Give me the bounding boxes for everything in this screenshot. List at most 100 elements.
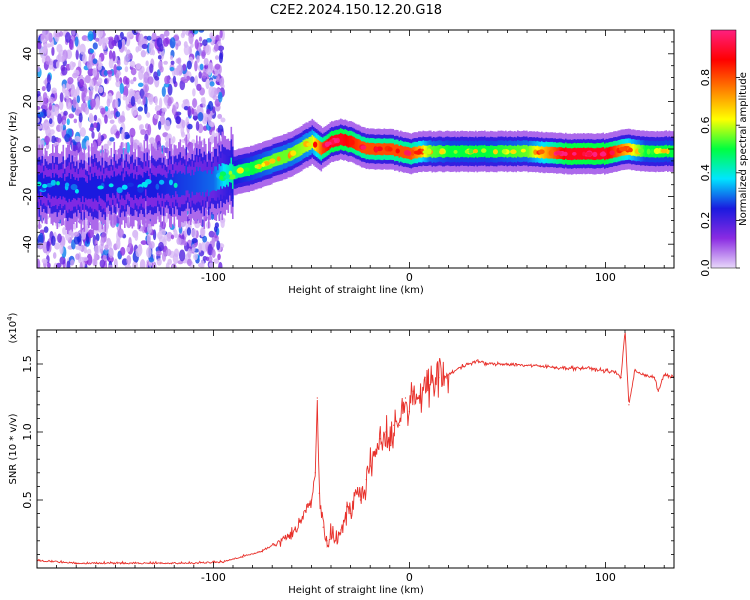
ridge-band-segment [55, 173, 57, 196]
noise-speckle [195, 120, 200, 131]
ridge-band-segment [91, 173, 93, 199]
snr-data-point [359, 499, 361, 501]
ridge-peak-blob [374, 146, 379, 153]
noise-speckle [213, 43, 219, 52]
noise-speckle [126, 255, 132, 266]
noise-speckle [56, 43, 63, 53]
ridge-peak-blob [572, 151, 577, 156]
noise-speckle [196, 83, 202, 91]
noise-speckle [202, 39, 208, 47]
ridge-band-segment [343, 134, 345, 147]
y-tick-label: 20 [21, 94, 34, 108]
ridge-band-segment [68, 172, 71, 199]
ridge-band-segment [458, 145, 461, 158]
ridge-band-segment [233, 166, 236, 180]
noise-speckle [188, 33, 194, 45]
noise-speckle [110, 125, 117, 134]
noise-speckle [214, 222, 219, 229]
ridge-peak-blob [269, 158, 276, 164]
noise-speckle [128, 53, 133, 60]
ridge-peak-blob [472, 148, 479, 154]
noise-speckle [164, 119, 171, 131]
noise-speckle [59, 256, 66, 265]
noise-speckle [46, 240, 50, 252]
colorbar-tick-label: 0.4 [699, 164, 712, 182]
noise-speckle [176, 237, 182, 245]
noise-speckle [68, 38, 74, 50]
y-tick-label: 1.0 [21, 423, 34, 441]
ridge-peak-blob [108, 183, 114, 188]
ridge-peak-blob [137, 186, 144, 193]
ridge-band-segment [497, 145, 500, 157]
x-tick-label: -100 [201, 571, 226, 584]
ridge-band-segment [178, 172, 180, 198]
noise-speckle [198, 30, 205, 33]
noise-speckle [165, 248, 172, 257]
ridge-band-segment [82, 177, 84, 197]
noise-speckle [78, 245, 83, 251]
noise-speckle [135, 63, 142, 70]
noise-speckle [75, 49, 79, 60]
noise-speckle [201, 49, 206, 60]
noise-speckle [104, 114, 108, 124]
ridge-band-segment [578, 147, 581, 160]
noise-speckle [197, 112, 204, 122]
ridge-band-segment [94, 172, 96, 199]
snr-y-ticks: 0.5 1.0 1.5 [21, 336, 674, 555]
noise-speckle [54, 242, 61, 250]
ridge-peak-blob [141, 181, 148, 187]
noise-speckle [42, 101, 48, 110]
ridge-band-segment [605, 147, 608, 160]
ridge-band-segment [157, 173, 159, 193]
ridge-band-segment [461, 145, 464, 157]
snr-data-point [628, 404, 630, 406]
snr-data-point [506, 363, 508, 365]
noise-speckle [208, 230, 215, 238]
noise-speckle [149, 241, 155, 249]
noise-speckle [214, 132, 220, 137]
noise-speckle [213, 258, 220, 264]
noise-speckle [218, 52, 223, 64]
noise-speckle [93, 252, 98, 263]
snr-data-point [310, 499, 312, 501]
ridge-band-segment [460, 145, 462, 158]
ridge-band-segment [298, 143, 300, 157]
noise-speckle [74, 36, 79, 47]
noise-speckle [78, 112, 83, 123]
snr-data-point [242, 556, 244, 558]
noise-speckle [46, 82, 51, 93]
ridge-peak-blob [228, 174, 236, 180]
noise-speckle [91, 131, 95, 139]
noise-speckle [209, 81, 215, 87]
noise-speckle [166, 236, 171, 242]
noise-speckle [172, 75, 177, 85]
ridge-peak-blob [254, 164, 259, 169]
ridge-band-segment [286, 149, 288, 163]
noise-speckle [211, 249, 216, 258]
noise-speckle [183, 44, 190, 56]
noise-speckle [109, 119, 115, 124]
ridge-band-segment [187, 173, 189, 191]
noise-speckle [147, 93, 154, 103]
ridge-band-segment [122, 180, 125, 199]
noise-speckle [122, 85, 129, 98]
ridge-band-segment [166, 178, 168, 194]
noise-speckle [73, 231, 80, 238]
ridge-band-segment [478, 145, 480, 158]
noise-speckle [181, 119, 186, 129]
ridge-peak-blob [619, 146, 627, 152]
ridge-band-segment [61, 177, 63, 200]
ridge-band-segment [346, 134, 348, 147]
noise-speckle [130, 96, 136, 107]
ridge-band-segment [451, 145, 453, 158]
noise-speckle [203, 57, 209, 66]
ridge-band-segment [569, 148, 572, 160]
noise-speckle [37, 95, 43, 106]
ridge-band-segment [190, 175, 192, 198]
noise-speckle [203, 64, 209, 70]
noise-speckle [156, 110, 162, 116]
noise-speckle [208, 85, 215, 98]
noise-speckle [167, 97, 172, 107]
ridge-band-segment [46, 176, 48, 199]
noise-speckle [208, 255, 213, 263]
